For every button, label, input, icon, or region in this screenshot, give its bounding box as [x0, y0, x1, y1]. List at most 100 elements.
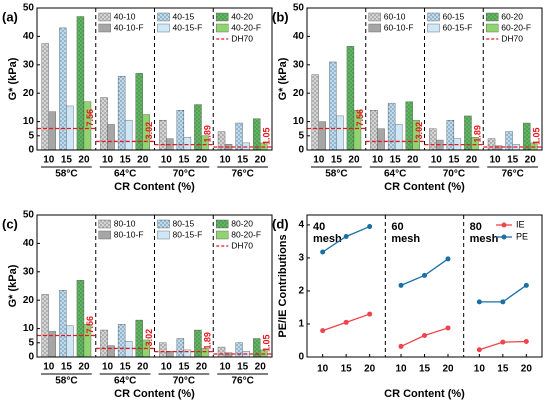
legend-marker	[501, 234, 507, 240]
x-tick-label: 15	[237, 362, 249, 373]
legend-label: 40-15	[173, 11, 195, 21]
bar	[405, 101, 413, 151]
annotation: 80	[470, 221, 482, 233]
bar	[194, 329, 202, 358]
x-tick-label: 20	[348, 155, 360, 166]
bar	[100, 329, 108, 358]
reference-label: 7.56	[85, 316, 95, 334]
legend-swatch	[486, 12, 499, 22]
marker	[523, 338, 529, 344]
legend-label: 40-10	[114, 11, 136, 21]
x-tick-label: 20	[255, 155, 267, 166]
marker	[343, 233, 349, 239]
x-tick-label: 20	[255, 362, 267, 373]
legend-label: 80-15	[173, 218, 195, 228]
y-tick-label: 10	[23, 116, 35, 127]
x-tick-label: 15	[178, 362, 190, 373]
y-tick-label: 0	[298, 352, 304, 363]
legend-label: DH70	[501, 33, 523, 43]
group-label: 58°C	[55, 376, 77, 387]
y-tick-label: 5	[298, 130, 304, 141]
x-tick-label: 10	[102, 155, 114, 166]
bar	[117, 75, 126, 151]
bar	[311, 74, 319, 151]
series-line	[400, 258, 449, 286]
x-tick-label: 10	[313, 155, 325, 166]
y-tick-label: 0	[28, 352, 34, 363]
legend-label: 60-10	[384, 11, 406, 21]
legend-label: 40-20	[231, 11, 253, 21]
legend-swatch	[368, 23, 381, 33]
legend-label: 60-15	[443, 11, 465, 21]
legend-swatch	[216, 230, 229, 240]
bar	[124, 341, 133, 358]
bar	[76, 16, 85, 151]
bar	[217, 346, 226, 358]
y-tick-label: 1	[298, 319, 304, 330]
y-tick-label: 10	[293, 116, 305, 127]
legend-label: DH70	[231, 240, 253, 250]
bar	[194, 104, 202, 151]
legend-swatch	[98, 23, 111, 33]
x-tick-label: 15	[507, 155, 519, 166]
legend-swatch	[216, 12, 229, 22]
legend-swatch	[98, 230, 111, 240]
x-tick-label: 20	[525, 155, 537, 166]
marker	[523, 282, 529, 288]
x-tick-label: 15	[331, 155, 343, 166]
legend-swatch	[157, 230, 170, 240]
bar	[377, 128, 385, 151]
legend-label: IE	[516, 219, 525, 229]
legend-label: 40-20-F	[231, 22, 261, 32]
bar	[117, 324, 126, 358]
legend-label: 80-20	[231, 218, 253, 228]
x-tick-label: 20	[364, 364, 376, 375]
bar	[235, 122, 243, 151]
y-tick-label: 4	[298, 220, 304, 231]
y-tick-label: 5	[28, 337, 34, 348]
x-tick-label: 20	[407, 155, 419, 166]
y-tick-label: 40	[23, 238, 35, 249]
reference-label: 3.02	[414, 122, 424, 140]
group-label: 58°C	[325, 169, 347, 180]
group-label: 70°C	[443, 169, 465, 180]
x-tick-label: 10	[489, 155, 501, 166]
bar	[235, 342, 243, 358]
group-label: 58°C	[55, 169, 77, 180]
x-tick-label: 20	[137, 155, 149, 166]
x-tick-label: 10	[317, 364, 329, 375]
y-tick-label: 40	[293, 31, 305, 42]
bar	[446, 119, 455, 151]
x-tick-label: 15	[419, 364, 431, 375]
y-tick-label: 20	[23, 295, 35, 306]
group-label: 64°C	[114, 169, 136, 180]
bar	[176, 338, 185, 358]
reference-label: 1.05	[531, 127, 541, 145]
x-tick-label: 10	[102, 362, 114, 373]
group-label: 64°C	[114, 376, 136, 387]
x-axis-label: CR Content (%)	[114, 388, 195, 400]
x-tick-label: 20	[466, 155, 478, 166]
legend-label: 80-20-F	[231, 229, 261, 239]
y-tick-label: 40	[23, 31, 35, 42]
x-tick-label: 10	[161, 155, 173, 166]
legend-swatch	[216, 23, 229, 33]
y-tick-label: 2	[298, 286, 304, 297]
bar	[76, 280, 85, 358]
x-tick-label: 10	[161, 362, 173, 373]
legend-label: 60-20	[501, 11, 523, 21]
bar	[329, 61, 337, 151]
reference-label: 1.89	[203, 332, 213, 350]
bar	[59, 27, 67, 151]
x-tick-label: 10	[219, 362, 231, 373]
legend-swatch	[427, 12, 440, 22]
bar	[429, 128, 437, 151]
y-axis-label: G* (kPa)	[7, 264, 19, 307]
reference-label: 3.02	[144, 122, 154, 140]
panel-label: (d)	[272, 216, 289, 231]
panel-label: (b)	[272, 9, 289, 24]
marker	[422, 333, 427, 339]
bar	[318, 121, 327, 151]
x-tick-label: 10	[395, 364, 407, 375]
plot-frame	[36, 214, 273, 358]
